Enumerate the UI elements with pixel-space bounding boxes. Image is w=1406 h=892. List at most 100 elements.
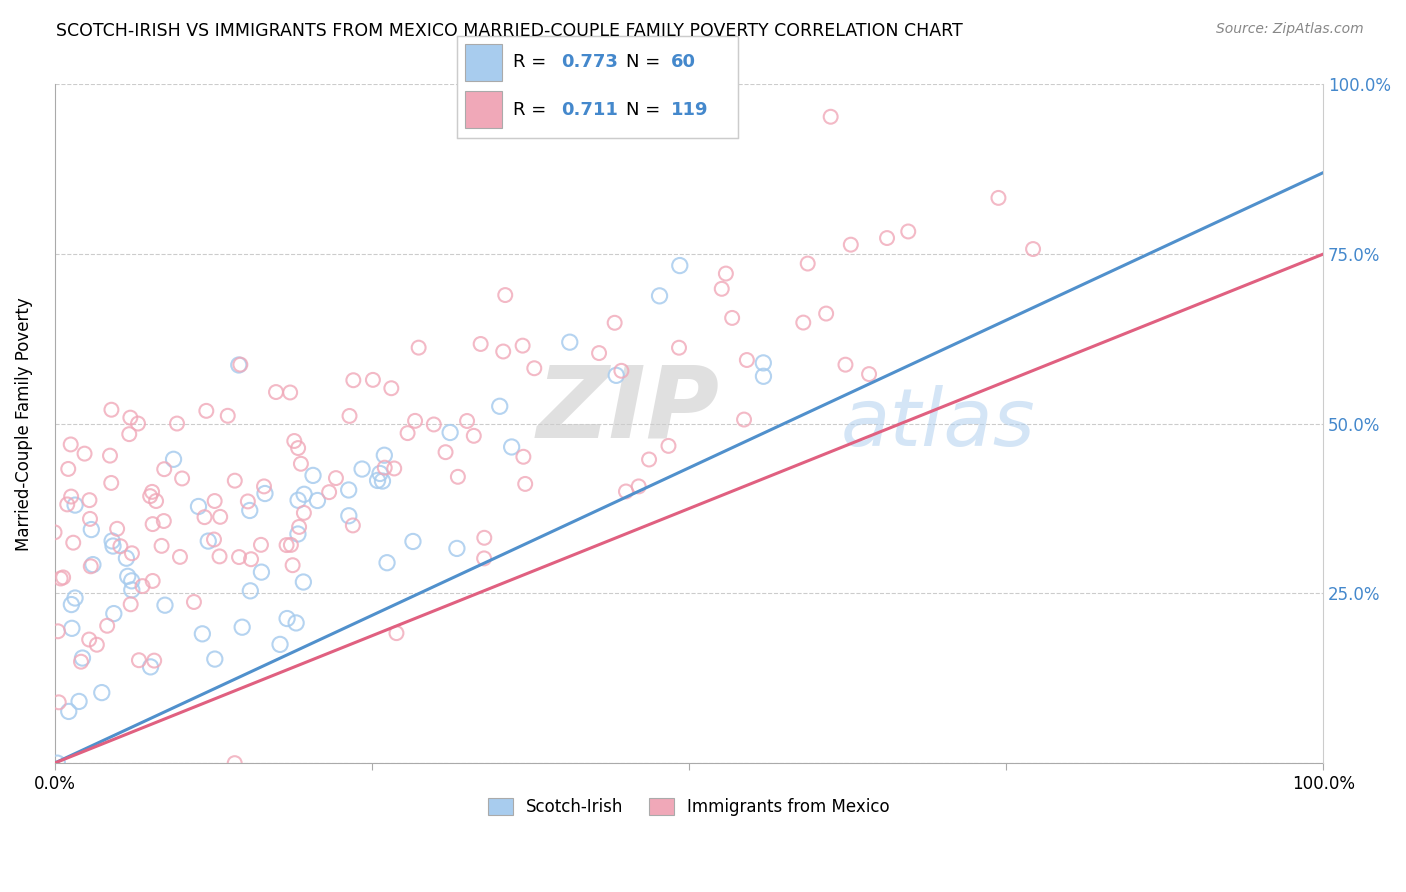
- Immigrants from Mexico: [62, 535, 84, 549]
- Immigrants from Mexico: [494, 288, 516, 302]
- Scotch-Irish: [302, 468, 325, 483]
- Immigrants from Mexico: [714, 267, 737, 281]
- Immigrants from Mexico: [470, 337, 492, 351]
- Immigrants from Mexico: [127, 417, 149, 431]
- Immigrants from Mexico: [228, 550, 250, 565]
- Scotch-Irish: [139, 660, 162, 674]
- Immigrants from Mexico: [100, 475, 122, 490]
- Scotch-Irish: [371, 474, 394, 488]
- Immigrants from Mexico: [735, 353, 758, 368]
- Immigrants from Mexico: [834, 358, 856, 372]
- Immigrants from Mexico: [150, 539, 173, 553]
- Immigrants from Mexico: [195, 404, 218, 418]
- FancyBboxPatch shape: [465, 44, 502, 81]
- Scotch-Irish: [90, 685, 112, 699]
- Scotch-Irish: [253, 486, 276, 500]
- Immigrants from Mexico: [79, 512, 101, 526]
- Immigrants from Mexico: [283, 434, 305, 448]
- Scotch-Irish: [352, 462, 374, 476]
- Immigrants from Mexico: [60, 490, 83, 504]
- Text: N =: N =: [626, 54, 665, 71]
- Immigrants from Mexico: [209, 509, 232, 524]
- Scotch-Irish: [63, 498, 86, 512]
- Immigrants from Mexico: [876, 231, 898, 245]
- Immigrants from Mexico: [721, 310, 744, 325]
- Immigrants from Mexico: [472, 531, 495, 545]
- Immigrants from Mexico: [100, 402, 122, 417]
- Scotch-Irish: [121, 582, 143, 597]
- Scotch-Irish: [101, 533, 124, 548]
- Immigrants from Mexico: [229, 358, 252, 372]
- Immigrants from Mexico: [858, 367, 880, 381]
- Text: 0.773: 0.773: [561, 54, 617, 71]
- Immigrants from Mexico: [408, 341, 430, 355]
- Immigrants from Mexico: [897, 224, 920, 238]
- Scotch-Irish: [153, 598, 176, 612]
- Immigrants from Mexico: [523, 361, 546, 376]
- Immigrants from Mexico: [121, 546, 143, 560]
- Immigrants from Mexico: [339, 409, 361, 423]
- Scotch-Irish: [648, 289, 671, 303]
- Immigrants from Mexico: [73, 447, 96, 461]
- Scotch-Irish: [368, 467, 391, 481]
- Scotch-Irish: [285, 615, 308, 630]
- Immigrants from Mexico: [361, 373, 384, 387]
- Immigrants from Mexico: [342, 373, 364, 387]
- Immigrants from Mexico: [79, 493, 101, 508]
- Text: atlas: atlas: [841, 384, 1036, 463]
- Scotch-Irish: [239, 583, 262, 598]
- Immigrants from Mexico: [603, 316, 626, 330]
- Immigrants from Mexico: [224, 474, 246, 488]
- Immigrants from Mexico: [820, 110, 842, 124]
- Immigrants from Mexico: [208, 549, 231, 564]
- Immigrants from Mexico: [183, 595, 205, 609]
- Scotch-Irish: [63, 591, 86, 605]
- Scotch-Irish: [250, 565, 273, 579]
- Scotch-Irish: [197, 534, 219, 549]
- Immigrants from Mexico: [396, 426, 419, 441]
- Scotch-Irish: [46, 756, 69, 771]
- Immigrants from Mexico: [44, 525, 66, 540]
- Scotch-Irish: [72, 651, 94, 665]
- Scotch-Irish: [605, 368, 627, 383]
- Immigrants from Mexico: [815, 307, 838, 321]
- Text: ZIP: ZIP: [537, 362, 720, 458]
- Scotch-Irish: [752, 369, 775, 384]
- Scotch-Irish: [60, 598, 83, 612]
- Text: 0.711: 0.711: [561, 101, 617, 119]
- Immigrants from Mexico: [342, 518, 364, 533]
- Scotch-Irish: [60, 621, 83, 635]
- Immigrants from Mexico: [145, 494, 167, 508]
- Immigrants from Mexico: [59, 437, 82, 451]
- Scotch-Irish: [292, 574, 315, 589]
- Immigrants from Mexico: [236, 494, 259, 508]
- Scotch-Irish: [501, 440, 523, 454]
- Scotch-Irish: [231, 620, 253, 634]
- Immigrants from Mexico: [141, 484, 163, 499]
- Scotch-Irish: [307, 493, 329, 508]
- Immigrants from Mexico: [792, 316, 814, 330]
- Legend: Scotch-Irish, Immigrants from Mexico: Scotch-Irish, Immigrants from Mexico: [481, 791, 897, 822]
- Immigrants from Mexico: [253, 479, 276, 493]
- Scotch-Irish: [121, 574, 143, 588]
- Scotch-Irish: [82, 558, 104, 572]
- Immigrants from Mexico: [217, 409, 239, 423]
- Immigrants from Mexico: [52, 570, 75, 584]
- Immigrants from Mexico: [264, 385, 287, 400]
- Scotch-Irish: [269, 637, 291, 651]
- Y-axis label: Married-Couple Family Poverty: Married-Couple Family Poverty: [15, 297, 32, 550]
- Immigrants from Mexico: [86, 638, 108, 652]
- Immigrants from Mexico: [120, 597, 142, 611]
- Scotch-Irish: [446, 541, 468, 556]
- Text: R =: R =: [513, 54, 553, 71]
- Immigrants from Mexico: [193, 510, 215, 524]
- Immigrants from Mexico: [382, 461, 405, 475]
- Immigrants from Mexico: [287, 441, 309, 455]
- Scotch-Irish: [567, 110, 589, 124]
- Scotch-Irish: [191, 627, 214, 641]
- Scotch-Irish: [558, 335, 581, 350]
- Immigrants from Mexico: [70, 655, 93, 669]
- Immigrants from Mexico: [56, 497, 79, 511]
- FancyBboxPatch shape: [465, 91, 502, 128]
- Immigrants from Mexico: [250, 538, 273, 552]
